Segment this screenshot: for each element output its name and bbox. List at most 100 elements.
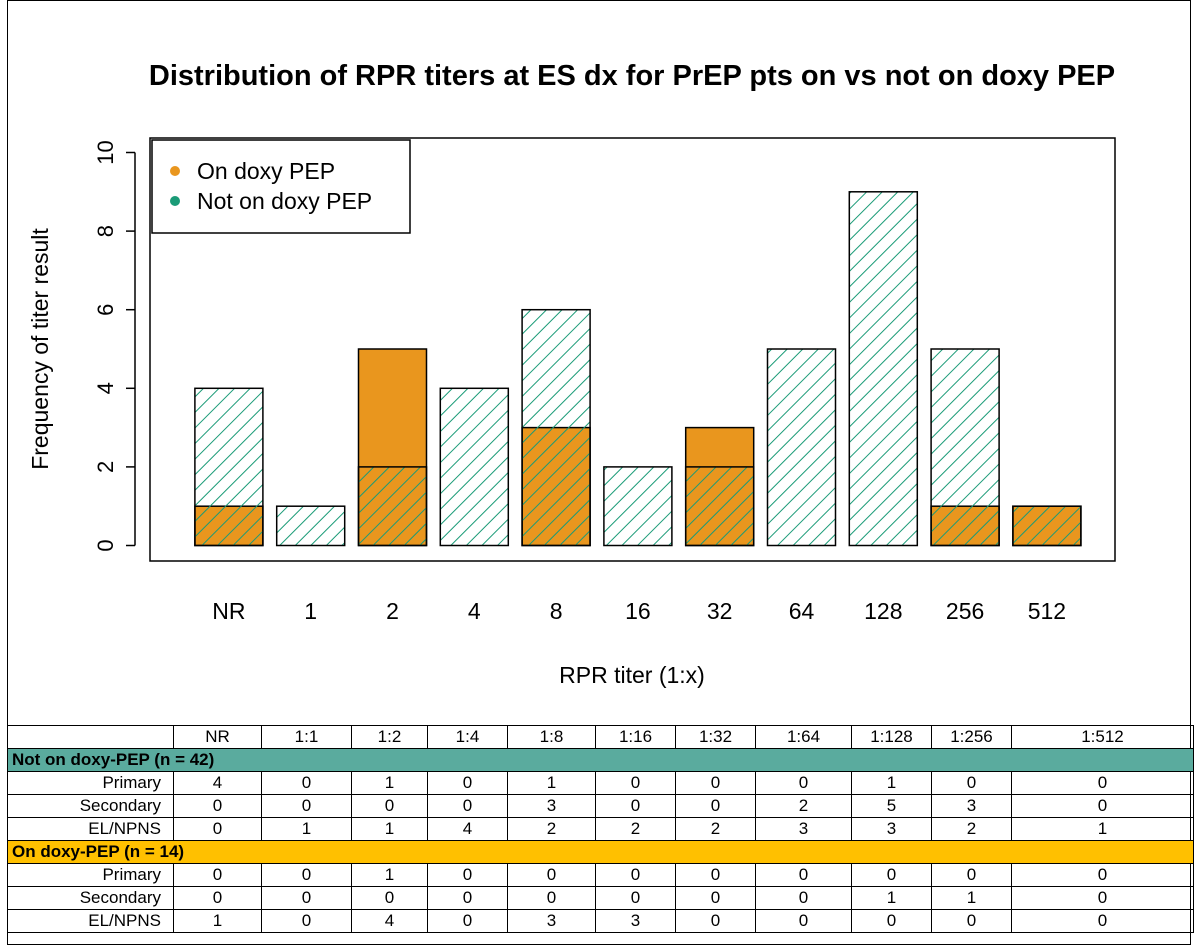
table-cell: 3 (931, 794, 1012, 818)
table-row: Primary 4 0 1 0 1 0 0 0 1 0 0 (7, 771, 1194, 795)
table-cell: 0 (173, 794, 262, 818)
x-tick-label: 64 (789, 598, 815, 624)
table-header-cell: NR (173, 725, 262, 749)
table-cell: 0 (755, 863, 852, 887)
table-header-cell: 1:512 (1011, 725, 1194, 749)
table-cell: 0 (173, 817, 262, 841)
legend: On doxy PEP Not on doxy PEP (151, 139, 411, 234)
table-cell: 4 (351, 909, 428, 933)
bar-not-on-doxy-pep (930, 348, 1000, 547)
figure-frame (7, 0, 1191, 945)
table-cell: 0 (675, 794, 756, 818)
x-tick-label: 8 (550, 598, 563, 624)
table-cell: 0 (675, 909, 756, 933)
table-cell: 2 (755, 794, 852, 818)
legend-marker (170, 196, 180, 206)
table-cell: 0 (427, 909, 508, 933)
chart-title: Distribution of RPR titers at ES dx for … (149, 60, 1115, 92)
table-cell: 1 (931, 886, 1012, 910)
table-cell: 1 (351, 771, 428, 795)
table-cell: 0 (931, 863, 1012, 887)
table-cell: 0 (1011, 909, 1194, 933)
table-cell: 1 (1011, 817, 1194, 841)
table-cell: 0 (755, 886, 852, 910)
table-cell: 4 (427, 817, 508, 841)
table-cell: 1 (351, 817, 428, 841)
bar-not-on-doxy-pep (521, 308, 591, 547)
table-header-cell: 1:32 (675, 725, 756, 749)
table-cell: 0 (595, 863, 676, 887)
table-row: EL/NPNS 0 1 1 4 2 2 2 3 3 2 1 (7, 817, 1194, 841)
titer-table: NR 1:1 1:2 1:4 1:8 1:16 1:32 1:64 1:128 1:256 1:51… (7, 725, 1194, 933)
table-header-cell: 1:1 (261, 725, 352, 749)
x-tick-labels: NR 1 2 4 8 16 32 64 128 256 512 (212, 598, 1066, 624)
table-header-cell: 1:16 (595, 725, 676, 749)
table-cell: 1 (851, 886, 932, 910)
table-cell: 0 (595, 886, 676, 910)
y-axis: 0 2 4 6 8 10 (93, 140, 136, 552)
table-cell: 3 (595, 909, 676, 933)
x-tick-label: 4 (468, 598, 481, 624)
table-cell: 0 (351, 886, 428, 910)
table-cell: 0 (427, 863, 508, 887)
table-cell: 0 (851, 909, 932, 933)
table-row: Secondary 0 0 0 0 3 0 0 2 5 3 0 (7, 794, 1194, 818)
table-cell: 5 (851, 794, 932, 818)
bar-not-on-doxy-pep (357, 466, 428, 547)
table-header-row: NR 1:1 1:2 1:4 1:8 1:16 1:32 1:64 1:128 1:256 1:51… (7, 725, 1194, 749)
table-cell: 0 (675, 863, 756, 887)
table-cell: 0 (851, 863, 932, 887)
legend-box (151, 139, 411, 234)
x-tick-label: 1 (304, 598, 317, 624)
table-header-cell: 1:256 (931, 725, 1012, 749)
table-cell: 0 (427, 794, 508, 818)
plot-area (149, 137, 1116, 562)
legend-marker (170, 166, 180, 176)
table-cell: 0 (1011, 794, 1194, 818)
table-cell: 0 (173, 886, 262, 910)
y-tick-label: 4 (93, 382, 118, 394)
legend-label: On doxy PEP (197, 158, 335, 184)
x-tick-label: 128 (864, 598, 902, 624)
y-tick-label: 8 (93, 225, 118, 237)
table-cell: 0 (595, 794, 676, 818)
bars (194, 191, 1082, 547)
table-cell: 0 (261, 909, 352, 933)
bar-not-on-doxy-pep (684, 466, 755, 547)
table-cell: 3 (507, 794, 596, 818)
y-tick-label: 6 (93, 304, 118, 316)
table-cell: 2 (931, 817, 1012, 841)
y-tick-label: 2 (93, 461, 118, 473)
table-cell: 0 (427, 886, 508, 910)
table-header-cell: 1:4 (427, 725, 508, 749)
table-row-label: EL/NPNS (7, 817, 174, 841)
table-row-label: Secondary (7, 794, 174, 818)
table-cell: 0 (427, 771, 508, 795)
x-tick-label: 512 (1028, 598, 1066, 624)
table-group-label: On doxy-PEP (n = 14) (7, 840, 1194, 864)
x-tick-label: 16 (625, 598, 651, 624)
bar-not-on-doxy-pep (766, 348, 837, 547)
table-cell: 3 (755, 817, 852, 841)
table-cell: 0 (261, 794, 352, 818)
table-cell: 2 (675, 817, 756, 841)
table-cell: 3 (507, 909, 596, 933)
chart: Distribution of RPR titers at ES dx for … (27, 60, 1116, 688)
table-header-cell: 1:8 (507, 725, 596, 749)
table-row: EL/NPNS 1 0 4 0 3 3 0 0 0 0 0 (7, 909, 1194, 933)
legend-label: Not on doxy PEP (197, 188, 372, 214)
table-cell: 2 (595, 817, 676, 841)
table-cell: 0 (1011, 771, 1194, 795)
y-axis-label: Frequency of titer result (27, 228, 53, 470)
table-cell: 1 (507, 771, 596, 795)
x-axis-label: RPR titer (1:x) (559, 662, 705, 688)
table-cell: 0 (755, 909, 852, 933)
table-header-cell: 1:2 (351, 725, 428, 749)
table-cell: 0 (173, 863, 262, 887)
table-cell: 0 (261, 863, 352, 887)
table-row-label: Primary (7, 771, 174, 795)
bar-not-on-doxy-pep (194, 387, 264, 547)
table-cell: 0 (595, 771, 676, 795)
table-cell: 0 (507, 886, 596, 910)
table-cell: 1 (173, 909, 262, 933)
